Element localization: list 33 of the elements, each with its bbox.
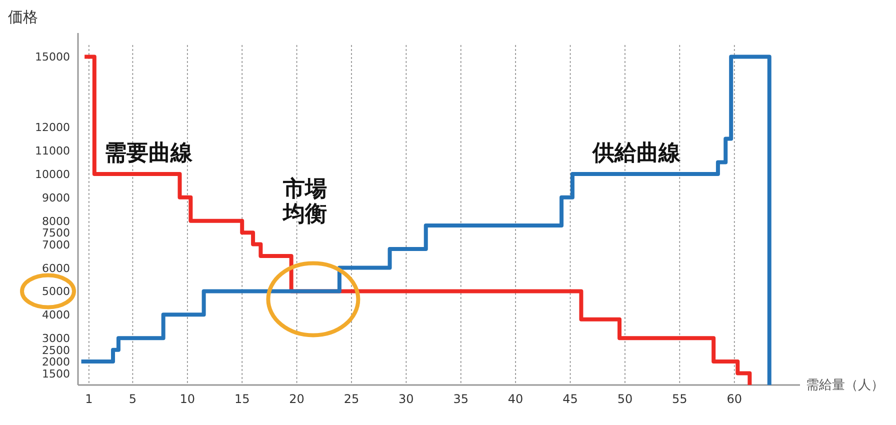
x-tick-label: 45 bbox=[562, 392, 578, 406]
series-label: 需要曲線 bbox=[104, 140, 194, 166]
series-label: 供給曲線 bbox=[591, 140, 682, 166]
x-tick-label: 50 bbox=[617, 392, 633, 406]
y-axis-title: 価格 bbox=[8, 8, 38, 26]
x-tick-label: 10 bbox=[180, 392, 196, 406]
y-tick-label: 11000 bbox=[35, 144, 70, 158]
x-tick-label: 1 bbox=[85, 392, 93, 406]
y-tick-label: 1500 bbox=[42, 367, 70, 380]
x-tick-label: 40 bbox=[508, 392, 524, 406]
y-tick-label: 15000 bbox=[35, 50, 70, 64]
y-tick-label: 5000 bbox=[42, 285, 70, 298]
x-tick-label: 55 bbox=[672, 392, 688, 406]
y-tick-label: 2500 bbox=[42, 344, 70, 357]
y-tick-label: 9000 bbox=[42, 191, 70, 204]
y-tick-label: 4000 bbox=[42, 308, 70, 322]
x-tick-label: 15 bbox=[234, 392, 250, 406]
y-tick-label: 8000 bbox=[42, 214, 70, 228]
x-tick-label: 30 bbox=[398, 392, 414, 406]
y-tick-label: 6000 bbox=[42, 262, 70, 275]
y-tick-label: 3000 bbox=[42, 332, 70, 346]
y-tick-label: 12000 bbox=[35, 121, 70, 134]
x-tick-label: 35 bbox=[453, 392, 469, 406]
y-tick-label: 10000 bbox=[35, 168, 70, 181]
x-tick-label: 20 bbox=[289, 392, 304, 406]
x-tick-label: 25 bbox=[344, 392, 360, 406]
y-tick-label: 7500 bbox=[42, 226, 70, 240]
x-tick-label: 60 bbox=[726, 392, 742, 406]
annotation: 市場均衡 bbox=[282, 176, 328, 228]
x-axis-title: 需給量（人） bbox=[806, 378, 884, 393]
y-tick-label: 7000 bbox=[42, 238, 70, 252]
x-tick-label: 5 bbox=[128, 392, 137, 406]
y-tick-label: 2000 bbox=[42, 356, 70, 369]
